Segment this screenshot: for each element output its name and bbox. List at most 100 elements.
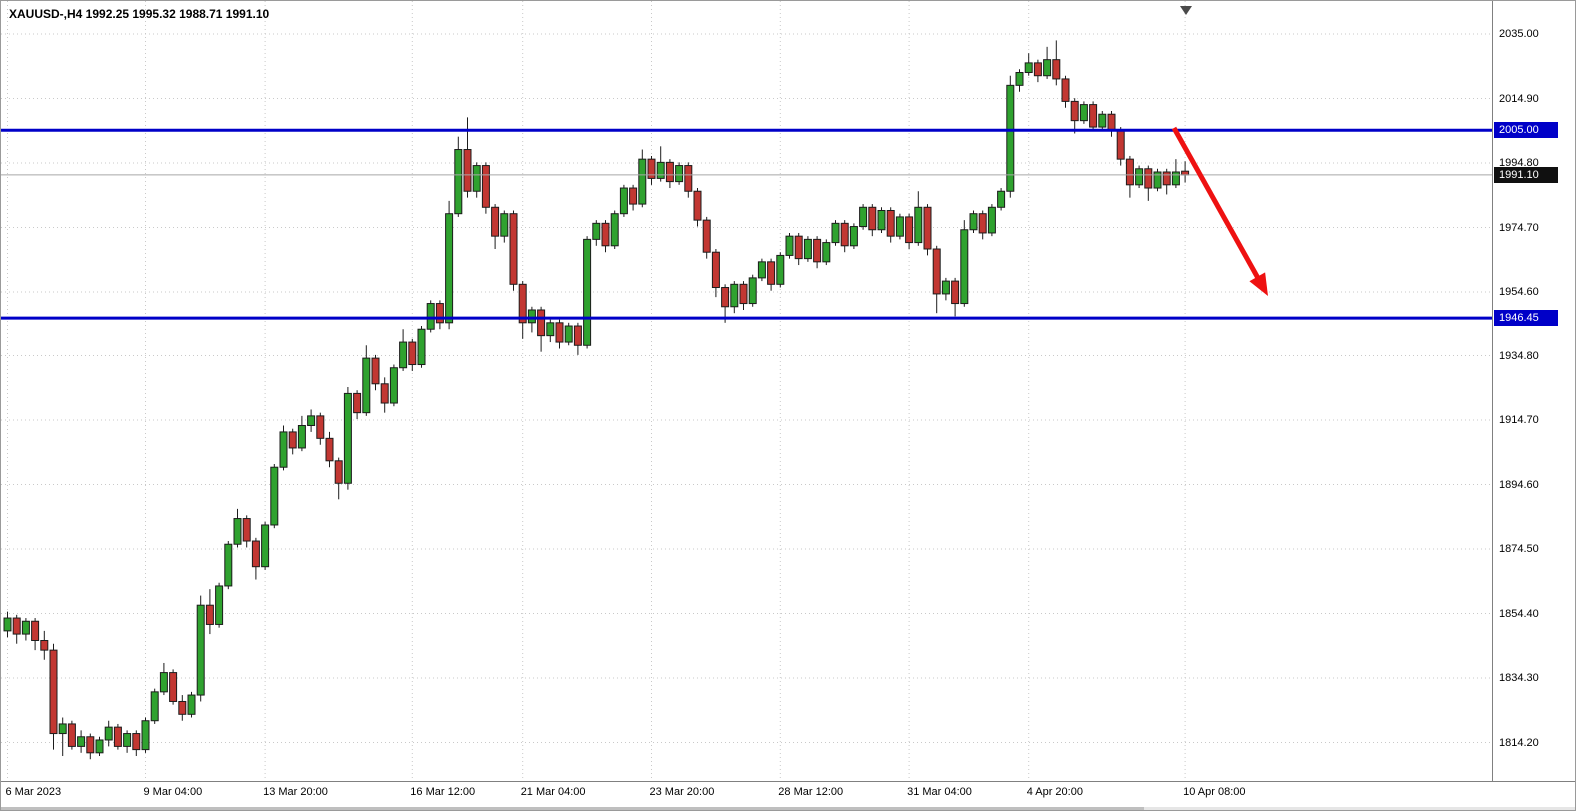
price-tick-label: 1814.20 [1499, 736, 1539, 749]
candle [840, 222, 849, 247]
candle [822, 242, 831, 263]
candle [564, 325, 573, 343]
candle [1070, 100, 1079, 122]
candle [1024, 62, 1033, 74]
candle [1033, 62, 1042, 77]
candle [67, 723, 76, 747]
candle [1098, 113, 1107, 128]
candle [353, 392, 362, 414]
trend-arrow-head[interactable] [1249, 272, 1268, 296]
candle [997, 190, 1006, 208]
time-axis[interactable]: 6 Mar 2023 9 Mar 04:00 13 Mar 20:00 16 Mar … [1, 781, 1575, 808]
time-tick-label: 23 Mar 20:00 [649, 786, 715, 798]
resistance-level-label: 2005.00 [1494, 122, 1558, 139]
candle [445, 213, 454, 324]
price-tick-label: 1974.70 [1499, 221, 1539, 234]
candle [187, 694, 196, 715]
candle [297, 424, 306, 449]
candle [3, 617, 12, 632]
candle [1079, 104, 1088, 122]
scrollbar-thumb[interactable] [1, 807, 1144, 810]
candle [665, 161, 674, 183]
price-tick-label: 1994.80 [1499, 157, 1539, 169]
candle [150, 691, 159, 722]
candle [21, 620, 30, 635]
candle [12, 617, 21, 635]
candle [270, 466, 279, 526]
candle [886, 209, 895, 237]
price-tick-label: 1934.80 [1499, 349, 1539, 362]
candle [86, 736, 95, 754]
candle [537, 309, 546, 337]
candle [325, 437, 334, 462]
candle [969, 213, 978, 231]
candle [583, 238, 592, 346]
candle [978, 213, 987, 234]
chart-plot-area[interactable] [1, 1, 1492, 781]
candle [794, 235, 803, 260]
candle [454, 149, 463, 215]
candle [399, 341, 408, 369]
candle [58, 723, 67, 735]
candle [941, 280, 950, 295]
candle [1125, 158, 1134, 186]
candle [279, 431, 288, 468]
candle [1015, 72, 1024, 86]
price-axis[interactable]: 2035.00 2014.90 1994.80 1974.70 1954.60 1934.… [1492, 1, 1575, 781]
candle [619, 187, 628, 215]
candle [1107, 113, 1116, 131]
candle [638, 158, 647, 205]
candle [1043, 59, 1052, 77]
candle [1061, 78, 1070, 102]
candle [178, 700, 187, 715]
candle [721, 287, 730, 308]
candle [693, 190, 702, 221]
candle [334, 460, 343, 484]
candle [739, 283, 748, 305]
candle [95, 739, 104, 754]
candle [307, 415, 316, 426]
candle [408, 341, 417, 366]
candle [702, 219, 711, 253]
candle [113, 726, 122, 747]
trend-arrow[interactable] [1171, 126, 1264, 286]
candle [730, 283, 739, 308]
candle [472, 165, 481, 192]
price-tick-label: 1914.70 [1499, 414, 1539, 427]
price-tick-label: 1854.40 [1499, 607, 1539, 620]
candle [776, 254, 785, 285]
time-tick-label: 16 Mar 12:00 [410, 786, 476, 798]
candle [592, 222, 601, 240]
candle [518, 283, 527, 324]
support-level-label: 1946.45 [1494, 310, 1558, 327]
candle [1135, 168, 1144, 186]
time-tick-label: 10 Apr 08:00 [1183, 786, 1246, 798]
candle [371, 357, 380, 385]
candle [481, 165, 490, 208]
candle [40, 640, 49, 651]
candle [233, 518, 242, 545]
candle [1162, 171, 1171, 186]
candle [711, 251, 720, 289]
price-tick-label: 1834.30 [1499, 672, 1539, 685]
candle [1171, 171, 1180, 186]
horizontal-scrollbar[interactable] [1, 807, 1575, 810]
candle [491, 206, 500, 237]
candle [914, 206, 923, 244]
candle [877, 209, 886, 231]
time-tick-label: 21 Mar 04:00 [520, 786, 586, 798]
candle [1144, 168, 1153, 189]
candle [123, 733, 132, 747]
price-tick-label: 2035.00 [1499, 28, 1539, 40]
candle [426, 303, 435, 330]
candle [813, 238, 822, 263]
candle [895, 216, 904, 237]
chart-shift-marker-icon[interactable] [1180, 6, 1192, 15]
candle [31, 620, 40, 642]
candle [196, 604, 205, 696]
candle [610, 213, 619, 247]
price-tick-label: 2014.90 [1499, 92, 1539, 105]
chart-canvas[interactable] [1, 1, 1492, 781]
candle [849, 226, 858, 247]
price-tick-label: 1894.60 [1499, 478, 1539, 491]
